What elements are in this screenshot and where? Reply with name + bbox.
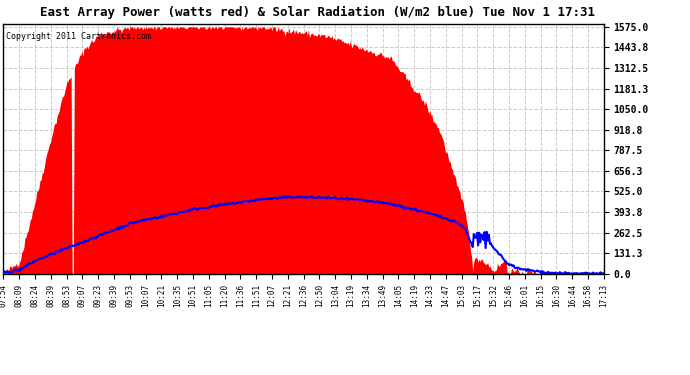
Text: Copyright 2011 Cartronics.com: Copyright 2011 Cartronics.com [6, 32, 151, 41]
Text: East Array Power (watts red) & Solar Radiation (W/m2 blue) Tue Nov 1 17:31: East Array Power (watts red) & Solar Rad… [40, 6, 595, 19]
